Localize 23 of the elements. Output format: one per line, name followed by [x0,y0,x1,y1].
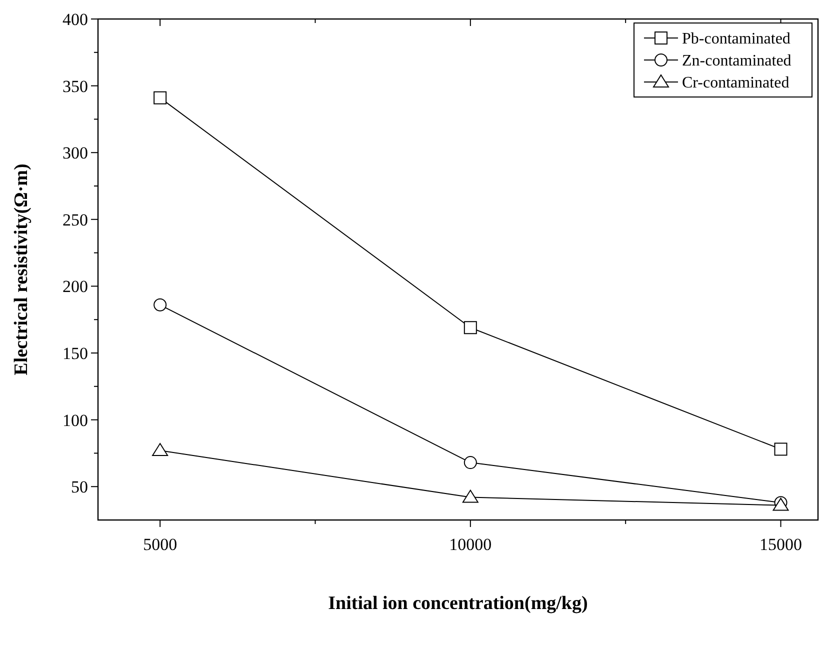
x-tick-label: 10000 [449,535,492,554]
y-tick-label: 200 [62,277,88,296]
legend-label: Cr-contaminated [682,74,790,92]
legend-label: Pb-contaminated [682,30,790,48]
y-tick-label: 100 [62,410,88,430]
y-tick-label: 150 [62,344,88,363]
point [154,91,167,104]
point [464,321,477,334]
x-axis-title: Initial ion concentration(mg/kg) [328,593,588,614]
point [774,442,788,456]
y-axis-title: Electrical resistivity(Ω·m) [11,164,32,376]
y-tick-label: 250 [62,210,88,230]
point [154,298,167,312]
y-tick-label: 350 [62,76,88,96]
x-tick-label: 5000 [143,535,178,554]
y-tick-label: 400 [62,10,88,29]
point [464,456,477,470]
point [152,443,168,456]
point [462,490,478,503]
y-tick-label: 300 [62,144,88,163]
x-tick-label: 15000 [760,535,802,554]
y-tick-label: 50 [71,478,88,497]
legend-label: Zn-contaminated [682,52,792,70]
